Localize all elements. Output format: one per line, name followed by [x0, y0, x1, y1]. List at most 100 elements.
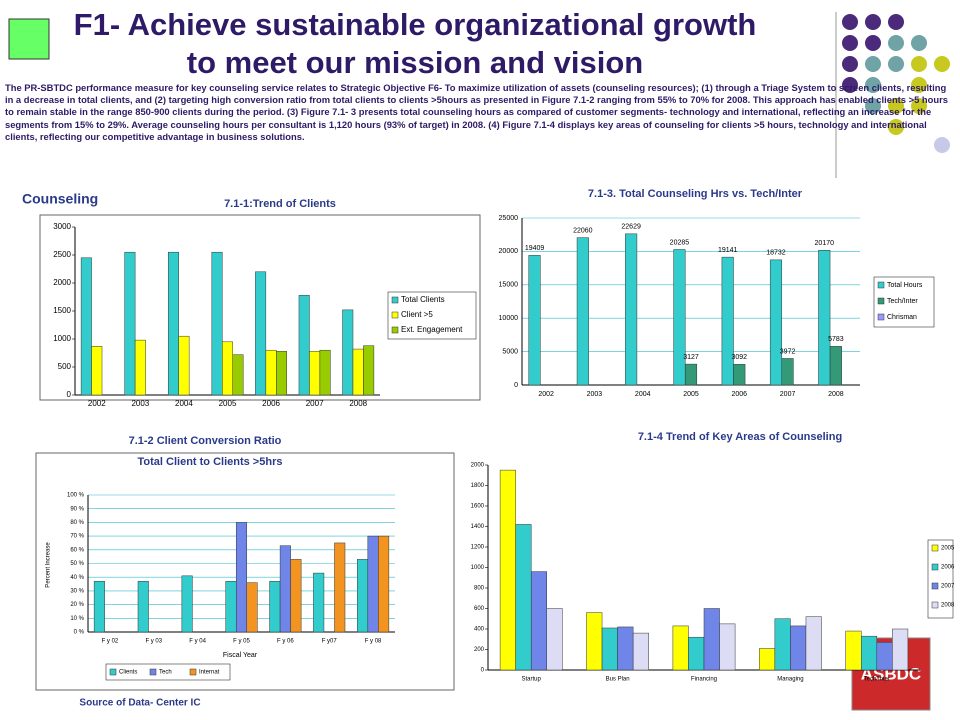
legend-label: Client >5 — [401, 310, 433, 319]
x-tick-label: F y 02 — [102, 639, 119, 645]
bar — [528, 255, 541, 386]
slide-title: F1- Achieve sustainable organizational g… — [73, 7, 757, 80]
bar — [269, 581, 281, 633]
x-tick-label: 2003 — [587, 391, 603, 398]
legend-label: Total Clients — [401, 295, 445, 304]
y-tick-label: 1800 — [471, 483, 485, 489]
data-label: 19409 — [525, 245, 545, 252]
chart-frame — [39, 214, 481, 401]
legend-frame — [105, 663, 231, 681]
y-tick-label: 25000 — [499, 215, 519, 222]
bar — [235, 522, 248, 633]
bar — [586, 612, 603, 671]
bar — [546, 608, 563, 671]
bar — [211, 251, 223, 396]
bar — [334, 542, 346, 633]
legend-swatch — [109, 668, 117, 676]
legend-label: 2005 — [941, 546, 955, 552]
bar — [530, 571, 548, 671]
bar — [363, 345, 375, 396]
bar — [178, 335, 190, 396]
legend-swatch — [391, 326, 399, 334]
bar — [688, 636, 705, 671]
y-tick-label: 1200 — [471, 545, 485, 551]
bar — [672, 625, 689, 671]
legend-label: Total Hours — [887, 282, 923, 289]
x-tick-label: F y 05 — [233, 639, 250, 645]
x-tick-label: 2002 — [538, 391, 554, 398]
source-note: Source of Data- Center IC — [79, 698, 200, 709]
bar — [290, 559, 302, 633]
chart-title: 7.1-1:Trend of Clients — [224, 198, 336, 210]
x-tick-label: F y 06 — [277, 639, 294, 645]
y-tick-label: 600 — [474, 606, 485, 612]
chart-subtitle: Total Client to Clients >5hrs — [138, 456, 283, 468]
chart-title: 7.1-3. Total Counseling Hrs vs. Tech/Int… — [588, 188, 803, 200]
legend-label: 2006 — [941, 565, 955, 571]
legend-swatch — [391, 296, 399, 304]
bar — [892, 628, 909, 671]
x-tick-label: F y 03 — [145, 639, 162, 645]
y-tick-label: 2000 — [53, 278, 71, 287]
x-tick-label: 2008 — [828, 391, 844, 398]
x-tick-label: Tech/Inter — [864, 677, 890, 683]
bar — [617, 626, 634, 671]
y-tick-label: 1000 — [53, 334, 71, 343]
bar — [342, 309, 354, 396]
legend-swatch — [189, 668, 197, 676]
x-tick-label: 2005 — [219, 399, 237, 408]
y-tick-label: 15000 — [499, 282, 519, 289]
y-tick-label: 30 % — [70, 588, 84, 594]
y-tick-label: 500 — [58, 362, 72, 371]
bar — [805, 616, 822, 671]
bar — [91, 346, 103, 396]
legend-swatch — [149, 668, 157, 676]
legend-label: 2008 — [941, 603, 955, 609]
data-label: 3127 — [683, 354, 699, 361]
legend-label: Clients — [119, 670, 137, 676]
legend-swatch — [877, 297, 885, 305]
bar — [860, 635, 878, 671]
bar — [703, 608, 720, 671]
y-tick-label: 10000 — [499, 315, 519, 322]
bar — [673, 249, 686, 386]
legend-swatch — [877, 313, 885, 321]
bar — [134, 339, 146, 396]
bar — [781, 358, 794, 386]
legend-label: Chrisman — [887, 314, 917, 321]
bar — [298, 295, 310, 396]
bar — [625, 233, 638, 386]
x-tick-label: 2002 — [88, 399, 106, 408]
bar — [276, 351, 288, 396]
bar — [601, 627, 618, 671]
chart-title: 7.1-2 Client Conversion Ratio — [129, 435, 282, 447]
bar — [352, 348, 364, 396]
y-tick-label: 400 — [474, 627, 485, 633]
bar — [515, 524, 532, 671]
bar — [181, 575, 193, 633]
y-tick-label: 5000 — [502, 348, 518, 355]
bar — [124, 251, 136, 396]
bar — [721, 256, 734, 386]
x-tick-label: 2004 — [635, 391, 651, 398]
bar — [265, 349, 277, 396]
legend-frame — [927, 539, 954, 619]
legend-swatch — [931, 601, 939, 609]
y-tick-label: 90 % — [70, 506, 84, 512]
legend-swatch — [931, 544, 939, 552]
bar — [319, 349, 331, 396]
bar — [279, 545, 291, 633]
y-tick-label: 60 % — [70, 547, 84, 553]
legend-swatch — [931, 563, 939, 571]
bar — [818, 250, 831, 386]
y-tick-label: 200 — [474, 647, 485, 653]
legend-frame — [873, 276, 935, 328]
x-tick-label: Financing — [691, 677, 717, 683]
legend-swatch — [877, 281, 885, 289]
bar — [357, 559, 369, 633]
bar — [790, 625, 807, 671]
legend-label: Tech/Inter — [887, 298, 918, 305]
bar — [684, 363, 698, 386]
x-tick-label: F y 08 — [365, 639, 382, 645]
bar — [167, 251, 179, 396]
